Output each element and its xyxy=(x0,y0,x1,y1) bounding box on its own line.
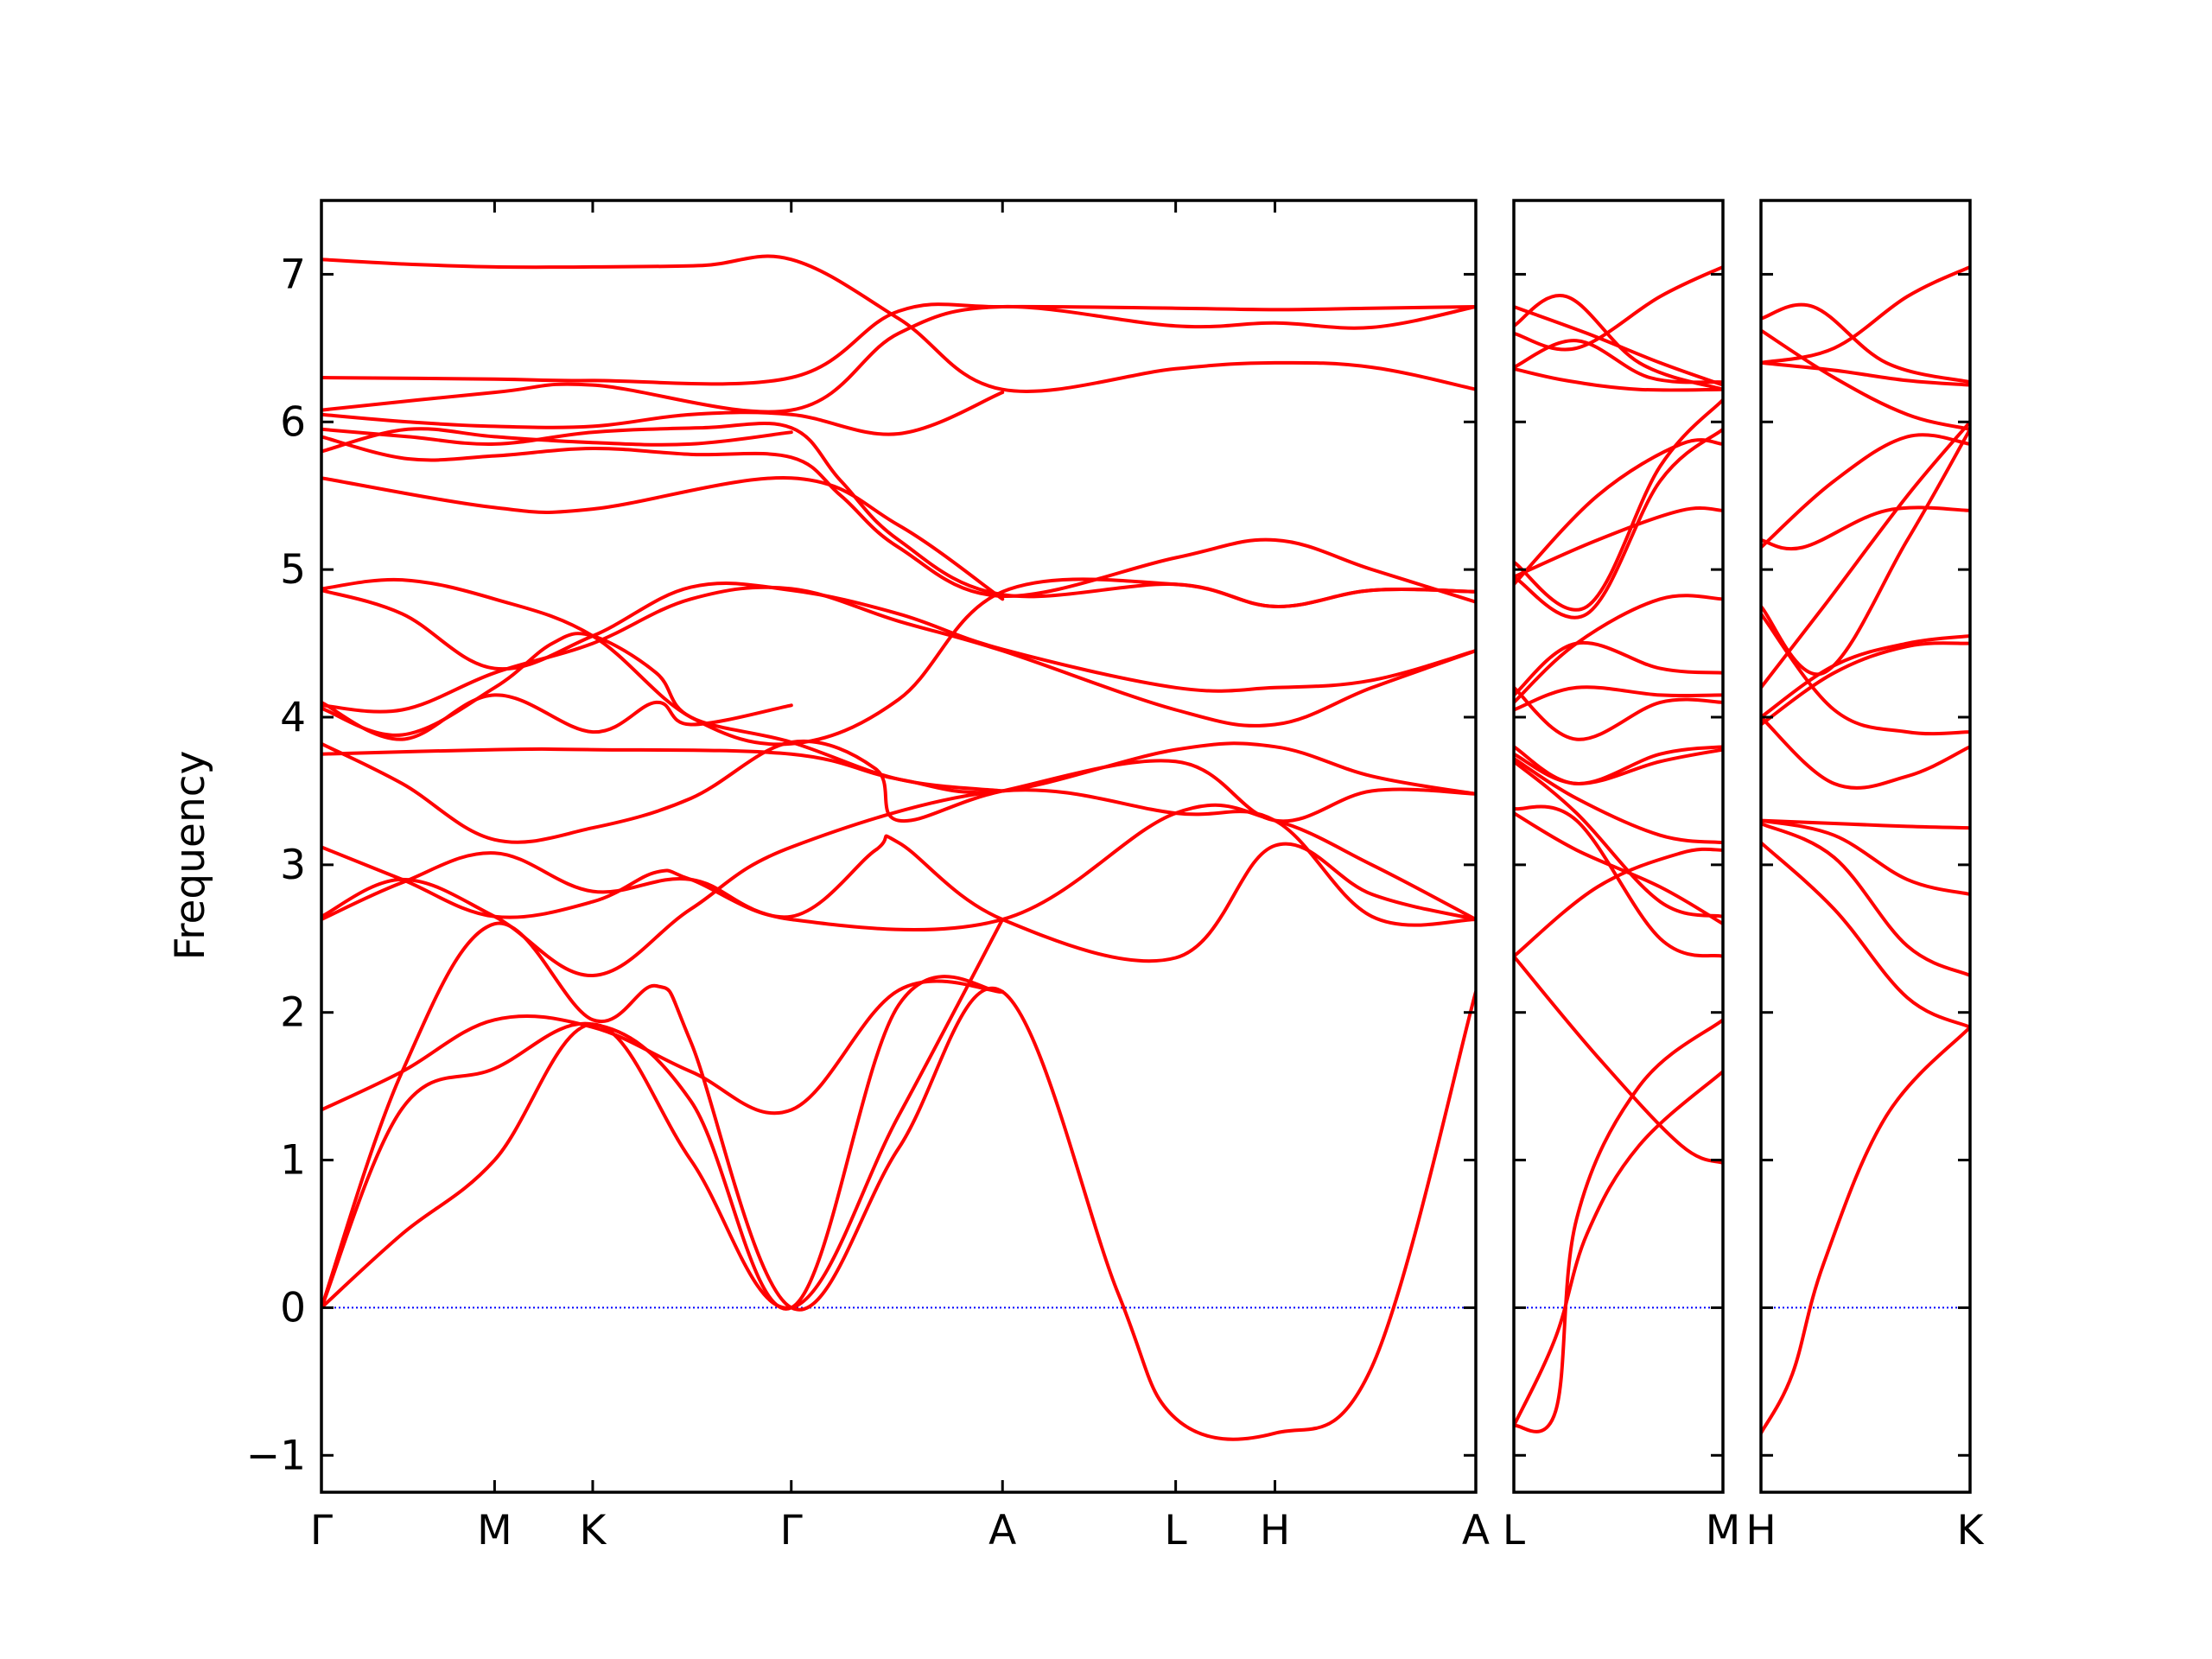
x-tick-label: L xyxy=(1503,1507,1525,1554)
band-line-7 xyxy=(321,475,1005,601)
band-line-18 xyxy=(1514,811,1723,926)
band-line-5 xyxy=(1761,433,1970,550)
band-line-8 xyxy=(321,577,1476,747)
band-line-12 xyxy=(321,632,1005,793)
band-line-13 xyxy=(1514,745,1723,785)
y-tick-label: −1 xyxy=(246,1432,306,1479)
band-line-3 xyxy=(1761,360,1970,387)
band-line-0 xyxy=(321,254,1476,393)
band-line-16 xyxy=(1761,1025,1970,1435)
band-line-9 xyxy=(321,582,1476,693)
x-tick-label: Γ xyxy=(310,1507,333,1554)
x-tick-label: M xyxy=(1706,1507,1741,1554)
band-line-11 xyxy=(1514,685,1723,712)
band-line-0 xyxy=(1761,264,1970,365)
band-line-10 xyxy=(321,585,1476,728)
band-line-11 xyxy=(1761,715,1970,790)
bands-group xyxy=(1514,264,1723,1433)
band-line-19 xyxy=(1514,847,1723,958)
band-line-7 xyxy=(1761,420,1970,690)
band-line-9 xyxy=(1514,594,1723,704)
band-line-4 xyxy=(1761,505,1970,550)
band-line-16 xyxy=(321,803,1476,932)
panel-frame xyxy=(1512,199,1725,1494)
band-line-12 xyxy=(1761,818,1970,830)
band-line-5 xyxy=(321,435,1476,604)
band-line-7 xyxy=(1514,438,1723,587)
band-line-15 xyxy=(1514,756,1723,845)
band-line-3 xyxy=(1514,339,1723,385)
band-line-2 xyxy=(1761,328,1970,431)
x-tick-label: A xyxy=(1462,1507,1490,1554)
y-tick-label: 6 xyxy=(280,398,306,446)
band-line-10 xyxy=(1514,640,1723,697)
y-axis-label: Frequency xyxy=(167,751,214,961)
x-tick-label: M xyxy=(477,1507,512,1554)
band-line-20 xyxy=(1514,954,1723,1165)
bands-group xyxy=(321,254,1476,1441)
band-line-1 xyxy=(321,302,1476,386)
band-line-15 xyxy=(1761,841,1970,1029)
y-tick-label: 7 xyxy=(280,251,306,298)
band-line-6 xyxy=(1514,427,1723,620)
band-line-11 xyxy=(321,693,793,741)
x-tick-label: L xyxy=(1165,1507,1187,1554)
y-tick-label: 0 xyxy=(280,1284,306,1332)
band-line-20 xyxy=(321,921,1476,1441)
panel-frame xyxy=(1759,199,1972,1494)
band-line-8 xyxy=(1761,634,1970,719)
band-line-4 xyxy=(1514,366,1723,392)
band-line-14 xyxy=(1761,822,1970,977)
band-line-16 xyxy=(1514,760,1723,918)
band-line-14 xyxy=(1514,747,1723,785)
band-line-12 xyxy=(1514,685,1723,741)
band-line-15 xyxy=(321,834,1476,963)
y-tick-label: 5 xyxy=(280,546,306,594)
x-tick-label: A xyxy=(988,1507,1016,1554)
band-line-17 xyxy=(321,788,1476,978)
band-line-14 xyxy=(321,739,1476,844)
x-tick-label: K xyxy=(580,1507,607,1554)
bands-group xyxy=(1761,264,1970,1435)
band-line-2 xyxy=(321,304,1476,414)
x-tick-label: H xyxy=(1745,1507,1776,1554)
band-line-8 xyxy=(1514,506,1723,579)
band-line-13 xyxy=(321,741,1476,796)
x-tick-label: H xyxy=(1260,1507,1290,1554)
band-line-2 xyxy=(1514,264,1723,352)
y-tick-label: 3 xyxy=(280,842,306,889)
band-line-22 xyxy=(1514,1070,1723,1428)
band-line-19 xyxy=(321,975,1005,1311)
x-tick-label: Γ xyxy=(780,1507,803,1554)
band-line-10 xyxy=(1761,612,1970,736)
band-line-3 xyxy=(321,391,1005,436)
band-line-21 xyxy=(321,918,1005,1310)
panel-0: −1 0 1 2 3 4 5 6 7 Γ M K Γ A L H A xyxy=(246,199,1490,1554)
y-tick-label: 2 xyxy=(280,989,306,1037)
panel-frame xyxy=(320,199,1478,1494)
band-line-13 xyxy=(1761,818,1970,896)
band-line-4 xyxy=(321,421,1476,608)
y-tick-label: 1 xyxy=(280,1137,306,1185)
band-line-1 xyxy=(1761,302,1970,385)
band-line-6 xyxy=(321,427,793,454)
band-line-18 xyxy=(321,979,1005,1116)
band-line-17 xyxy=(1514,804,1723,958)
y-tick-label: 4 xyxy=(280,694,306,741)
band-line-9 xyxy=(1761,641,1970,727)
band-line-5 xyxy=(1514,397,1723,612)
x-tick-label: K xyxy=(1957,1507,1985,1554)
band-line-21 xyxy=(1514,1018,1723,1433)
